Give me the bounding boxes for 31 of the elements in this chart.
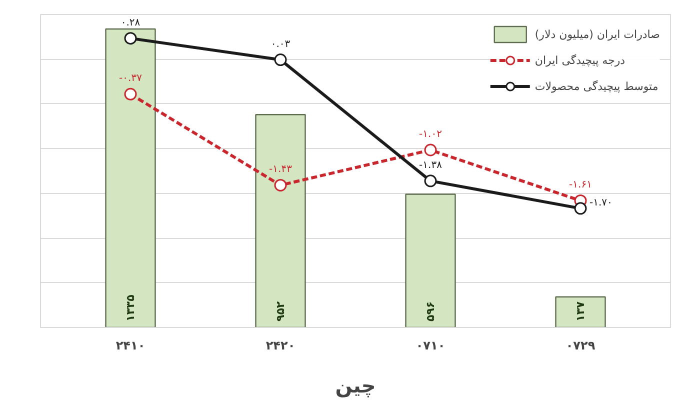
data-label: -۱.۶۱ [569,180,592,191]
bar [255,114,306,328]
data-label: -۱.۰۲ [419,129,442,140]
x-tick-label: ۲۴۱۰ [116,338,146,352]
data-label: ۱۳۳۵ [124,294,137,322]
point [424,174,437,188]
data-label: ۱۳۷ [574,301,587,322]
legend-label: درجه پیچیدگی ایران [534,54,626,66]
x-tick-label: ۰۷۲۹ [566,338,596,352]
point [274,54,287,66]
data-label: ۵۹۶ [424,301,437,322]
data-label: ۹۵۲ [274,301,287,322]
point [574,202,587,215]
bar [105,28,156,328]
data-label: -۱.۴۳ [269,164,293,176]
x-tick-label: ۲۴۲۰ [266,338,296,352]
data-label: -۰.۳۷ [119,73,143,84]
point [274,178,287,192]
data-label: -۱.۳۸ [419,160,443,171]
point [124,88,137,100]
x-axis-title: چین [335,374,376,398]
legend-label: متوسط پیچیدگی محصولات [534,80,658,92]
data-label: ۰.۰۳ [270,38,291,50]
data-label: -۱.۷۰ [590,197,612,208]
x-tick-label: ۰۷۱۰ [416,338,446,352]
point [424,144,437,156]
bar [405,194,456,328]
point [124,32,137,45]
data-label: ۰.۲۸ [120,17,141,28]
bar [555,296,606,328]
legend-label: صادرات ایران (میلیون دلار) [534,28,660,40]
